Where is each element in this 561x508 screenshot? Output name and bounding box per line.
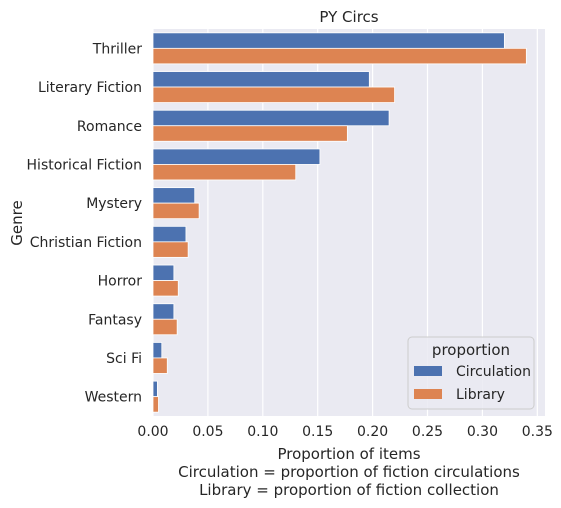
legend: proportion Circulation Library [407, 336, 535, 410]
bar-library-mystery [152, 202, 200, 220]
x-tick-label: 0.20 [357, 424, 388, 440]
bar-library-sci-fi [152, 357, 168, 374]
bar-library-romance [152, 125, 348, 142]
y-tick-label: Christian Fiction [30, 235, 142, 251]
y-tick-label: Historical Fiction [27, 157, 142, 173]
y-axis-label: Genre [8, 200, 26, 245]
x-tick-label: 0.00 [137, 424, 168, 440]
x-tick-labels: 0.00 0.05 0.10 0.15 0.20 0.25 0.30 0.35 [137, 424, 552, 440]
bar-circulation-fantasy [152, 303, 175, 320]
bar-circulation-sci-fi [152, 342, 163, 359]
y-tick-label: Romance [77, 119, 142, 135]
bar-circulation-historical-fiction [152, 148, 321, 165]
legend-swatch-library [414, 389, 442, 399]
x-tick-label: 0.10 [247, 424, 278, 440]
bar-circulation-mystery [152, 187, 196, 204]
x-tick-label: 0.15 [302, 424, 333, 440]
bar-library-fantasy [152, 318, 178, 336]
bar-circulation-christian-fiction [152, 225, 187, 243]
legend-label-circulation: Circulation [456, 364, 531, 380]
bar-circulation-thriller [152, 32, 505, 49]
x-tick-label: 0.05 [192, 424, 223, 440]
bar-circulation-horror [152, 264, 175, 281]
y-tick-label: Horror [98, 274, 143, 290]
bar-library-historical-fiction [152, 164, 297, 181]
y-tick-label: Thriller [92, 41, 142, 57]
bar-library-thriller [152, 47, 527, 65]
x-tick-label: 0.30 [467, 424, 498, 440]
bar-circulation-western [152, 380, 158, 398]
y-tick-label: Western [85, 390, 142, 406]
x-tick-label: 0.35 [522, 424, 553, 440]
y-tick-label: Fantasy [88, 312, 142, 328]
legend-swatch-circulation [414, 366, 442, 376]
bar-circulation-literary-fiction [152, 71, 370, 88]
bar-circulation-romance [152, 109, 390, 127]
x-axis-label-line-1: Proportion of items [277, 445, 420, 463]
chart-title: PY Circs [319, 8, 378, 26]
bars [152, 32, 527, 413]
bar-library-literary-fiction [152, 86, 395, 103]
x-tick-label: 0.25 [412, 424, 443, 440]
bar-library-christian-fiction [152, 241, 189, 258]
y-tick-labels: Thriller Literary Fiction Romance Historica… [27, 41, 143, 405]
legend-label-library: Library [456, 387, 505, 403]
x-axis-label-line-3: Library = proportion of fiction collecti… [199, 481, 499, 499]
x-axis-label-line-2: Circulation = proportion of fiction circ… [178, 463, 520, 481]
bar-library-horror [152, 280, 179, 297]
y-tick-label: Mystery [86, 196, 142, 212]
y-tick-label: Sci Fi [106, 351, 142, 367]
y-tick-label: Literary Fiction [38, 80, 142, 96]
legend-title: proportion [432, 341, 510, 359]
bar-library-western [152, 396, 159, 413]
